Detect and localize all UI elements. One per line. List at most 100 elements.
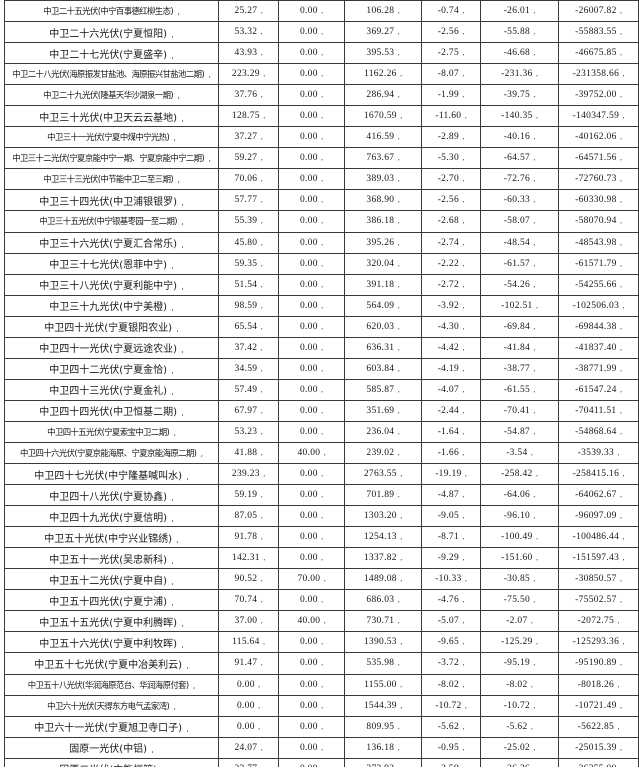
value-1: 45.80 <box>234 238 262 248</box>
value-6: -25015.39 <box>575 743 622 753</box>
value-cell-2: 0.00 <box>278 294 345 317</box>
value-5: -231.36 <box>501 69 538 79</box>
value-cell-4: -4.76 <box>421 589 481 612</box>
value-6: -61571.79 <box>575 259 622 269</box>
value-cell-2: 0.00 <box>278 168 345 191</box>
value-5: -151.60 <box>501 553 538 563</box>
value-4: -2.75 <box>438 48 465 58</box>
value-cell-2: 0.00 <box>278 147 345 170</box>
bottom-clip <box>0 767 639 783</box>
value-4: -9.29 <box>438 553 465 563</box>
value-cell-4: -4.42 <box>421 336 481 359</box>
value-cell-5: -69.84 <box>480 315 559 338</box>
value-cell-6: -48543.98 <box>558 231 639 254</box>
value-1: 128.75 <box>232 111 265 121</box>
table-row: 中卫四十七光伏(中宁隆基喊叫水) 239.23 0.00 2763.55 -19… <box>4 463 639 486</box>
value-cell-4: -9.65 <box>421 631 481 654</box>
value-3: 686.03 <box>366 595 399 605</box>
value-3: 395.53 <box>366 48 399 58</box>
plant-name: 中卫六十一光伏(宁夏旭卫寺口子) <box>34 723 189 734</box>
value-2: 40.00 <box>297 616 325 626</box>
value-cell-1: 41.88 <box>218 441 279 465</box>
value-cell-3: 2763.55 <box>344 463 422 486</box>
plant-name-cell: 中卫三十九光伏(中宁美橙) <box>4 294 219 317</box>
value-cell-5: -48.54 <box>480 231 559 254</box>
value-cell-6: -3539.33 <box>558 441 639 465</box>
table-row: 中卫五十五光伏(宁夏中利腾晖) 37.00 40.00 730.71 -5.07… <box>4 610 639 633</box>
value-cell-3: 701.89 <box>344 484 422 507</box>
plant-name-cell: 中卫五十七光伏(宁夏中冶美利云) <box>4 652 219 675</box>
plant-name: 中卫四十七光伏(中宁隆基喊叫水) <box>34 471 189 482</box>
value-cell-2: 0.00 <box>278 736 345 759</box>
value-cell-1: 45.80 <box>218 231 279 254</box>
plant-name-cell: 中卫四十七光伏(中宁隆基喊叫水) <box>4 463 219 486</box>
value-cell-3: 603.84 <box>344 357 422 380</box>
value-cell-6: -69844.38 <box>558 315 639 338</box>
value-cell-2: 0.00 <box>278 694 345 717</box>
value-cell-2: 0.00 <box>278 357 345 380</box>
value-3: 730.71 <box>366 616 399 626</box>
value-cell-3: 1155.00 <box>344 673 422 696</box>
value-cell-2: 0.00 <box>278 0 345 23</box>
value-cell-2: 0.00 <box>278 463 345 486</box>
plant-name-cell: 固原一光伏(中铝) <box>4 736 219 759</box>
value-2: 0.00 <box>300 637 323 647</box>
table-row: 中卫四十三光伏(宁夏金礼) 57.49 0.00 585.87 -4.07 -6… <box>4 378 639 401</box>
value-1: 57.77 <box>234 195 262 205</box>
value-cell-2: 0.00 <box>278 273 345 296</box>
value-4: -2.56 <box>438 195 465 205</box>
plant-name-cell: 中卫三十四光伏(中卫浦银银罗) <box>4 189 219 212</box>
value-2: 0.00 <box>300 406 323 416</box>
plant-name-cell: 中卫五十一光伏(吴忠新科) <box>4 547 219 570</box>
table-row: 中卫四十一光伏(宁夏远途农业) 37.42 0.00 636.31 -4.42 … <box>4 336 639 359</box>
value-1: 24.07 <box>234 743 262 753</box>
plant-name-cell: 中卫四十九光伏(宁夏信明) <box>4 505 219 528</box>
plant-name-cell: 中卫五十光伏(中宁兴业锦绣) <box>4 526 219 549</box>
value-cell-1: 51.54 <box>218 273 279 296</box>
value-1: 55.39 <box>234 216 262 226</box>
value-cell-5: -231.36 <box>480 63 559 86</box>
value-1: 223.29 <box>232 69 265 79</box>
value-2: 0.00 <box>300 553 323 563</box>
value-4: -4.87 <box>438 490 465 500</box>
table-row: 中卫四十六光伏(宁夏京能海原、宁夏京能海原二期) 41.88 40.00 239… <box>4 441 639 465</box>
value-3: 585.87 <box>366 385 399 395</box>
value-cell-5: -5.62 <box>480 715 559 738</box>
plant-name: 中卫三十三光伏(中节能中卫二至三期) <box>43 174 179 184</box>
plant-name: 中卫五十七光伏(宁夏中冶美利云) <box>34 660 189 671</box>
value-cell-5: -64.06 <box>480 484 559 507</box>
value-cell-3: 1254.13 <box>344 526 422 549</box>
value-cell-1: 87.05 <box>218 505 279 528</box>
plant-name-cell: 中卫三十七光伏(恩菲中宁) <box>4 252 219 275</box>
value-cell-1: 65.54 <box>218 315 279 338</box>
value-3: 389.03 <box>366 174 399 184</box>
value-cell-3: 368.90 <box>344 189 422 212</box>
value-cell-5: -41.84 <box>480 336 559 359</box>
table-row: 中卫二十八光伏(海原振发甘盐池、海原振兴甘盐池二期) 223.29 0.00 1… <box>4 63 639 86</box>
value-cell-4: -0.74 <box>421 0 481 23</box>
value-cell-5: -54.87 <box>480 420 559 443</box>
plant-name: 中卫四十光伏(宁夏银阳农业) <box>44 323 179 334</box>
value-2: 0.00 <box>300 595 323 605</box>
value-5: -72.76 <box>504 174 536 184</box>
value-cell-1: 70.06 <box>218 168 279 191</box>
plant-name: 中卫四十五光伏(宁夏索宝中卫二期) <box>47 427 176 437</box>
plant-name: 中卫三十八光伏(宁夏利能中宁) <box>39 281 184 292</box>
value-cell-4: -3.92 <box>421 294 481 317</box>
value-cell-6: -70411.51 <box>558 399 639 422</box>
value-cell-5: -61.57 <box>480 252 559 275</box>
value-3: 1489.08 <box>364 574 402 584</box>
plant-name-cell: 中卫二十七光伏(宁夏盛辛) <box>4 42 219 65</box>
value-cell-2: 0.00 <box>278 631 345 654</box>
value-cell-5: -72.76 <box>480 168 559 191</box>
value-6: -3539.33 <box>578 448 620 458</box>
value-3: 620.03 <box>366 322 399 332</box>
value-cell-6: -39752.00 <box>558 84 639 107</box>
value-cell-2: 40.00 <box>278 441 345 465</box>
value-2: 0.00 <box>300 322 323 332</box>
plant-name-cell: 中卫四十三光伏(宁夏金礼) <box>4 378 219 401</box>
value-4: -2.68 <box>438 216 465 226</box>
table-row: 中卫六十一光伏(宁夏旭卫寺口子) 0.00 0.00 809.95 -5.62 … <box>4 715 639 738</box>
value-cell-1: 128.75 <box>218 105 279 128</box>
